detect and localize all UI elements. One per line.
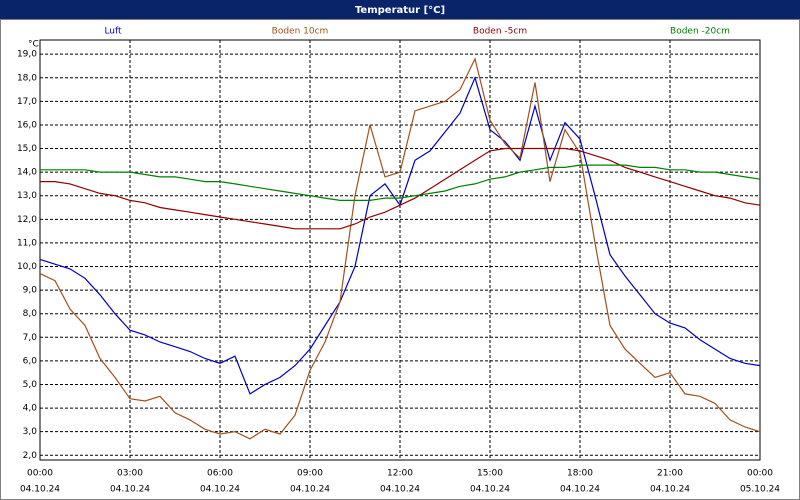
title-bar bbox=[0, 0, 800, 19]
y-tick-label: 9,0 bbox=[23, 286, 38, 296]
x-tick-label: 00:00 bbox=[747, 469, 773, 479]
x-tick-date: 04.10.24 bbox=[20, 485, 60, 495]
x-tick-label: 15:00 bbox=[477, 469, 503, 479]
x-tick-date: 04.10.24 bbox=[560, 485, 600, 495]
y-tick-label: 15,0 bbox=[17, 144, 37, 154]
series-line bbox=[40, 147, 761, 230]
x-tick-label: 00:00 bbox=[27, 469, 53, 479]
y-tick-label: 5,0 bbox=[23, 380, 38, 390]
series-line bbox=[40, 164, 761, 201]
y-tick-label: 18,0 bbox=[17, 73, 37, 83]
y-tick-label: 12,0 bbox=[17, 215, 37, 225]
y-unit: °C bbox=[28, 40, 39, 50]
y-tick-label: 14,0 bbox=[17, 168, 37, 178]
legend-entry: Boden 10cm bbox=[272, 27, 329, 37]
x-tick-label: 18:00 bbox=[567, 469, 593, 479]
x-tick-label: 21:00 bbox=[657, 469, 683, 479]
x-tick-date: 04.10.24 bbox=[650, 485, 690, 495]
x-tick-date: 04.10.24 bbox=[110, 485, 150, 495]
y-tick-label: 19,0 bbox=[17, 50, 37, 60]
legend-entry: Luft bbox=[104, 27, 122, 37]
y-tick-label: 2,0 bbox=[23, 451, 38, 461]
y-tick-label: 3,0 bbox=[23, 427, 38, 437]
series-line bbox=[39, 57, 761, 440]
y-tick-label: 11,0 bbox=[17, 238, 37, 248]
x-tick-label: 12:00 bbox=[387, 469, 413, 479]
x-tick-date: 04.10.24 bbox=[380, 485, 420, 495]
x-tick-date: 04.10.24 bbox=[200, 485, 240, 495]
y-tick-label: 17,0 bbox=[17, 97, 37, 107]
x-tick-date: 04.10.24 bbox=[290, 485, 330, 495]
y-tick-label: 13,0 bbox=[17, 191, 37, 201]
x-tick-label: 09:00 bbox=[297, 469, 323, 479]
y-tick-label: 8,0 bbox=[23, 309, 38, 319]
y-tick-label: 10,0 bbox=[17, 262, 37, 272]
chart-title: Temperatur [°C] bbox=[355, 5, 445, 16]
x-tick-date: 04.10.24 bbox=[470, 485, 510, 495]
y-tick-label: 6,0 bbox=[23, 356, 38, 366]
x-tick-label: 03:00 bbox=[117, 469, 143, 479]
x-tick-date: 05.10.24 bbox=[740, 485, 780, 495]
legend-entry: Boden -5cm bbox=[473, 27, 527, 37]
y-tick-label: 4,0 bbox=[23, 404, 38, 414]
y-tick-label: 16,0 bbox=[17, 120, 37, 130]
x-tick-label: 06:00 bbox=[207, 469, 233, 479]
legend-entry: Boden -20cm bbox=[670, 27, 730, 37]
y-tick-label: 7,0 bbox=[23, 333, 38, 343]
